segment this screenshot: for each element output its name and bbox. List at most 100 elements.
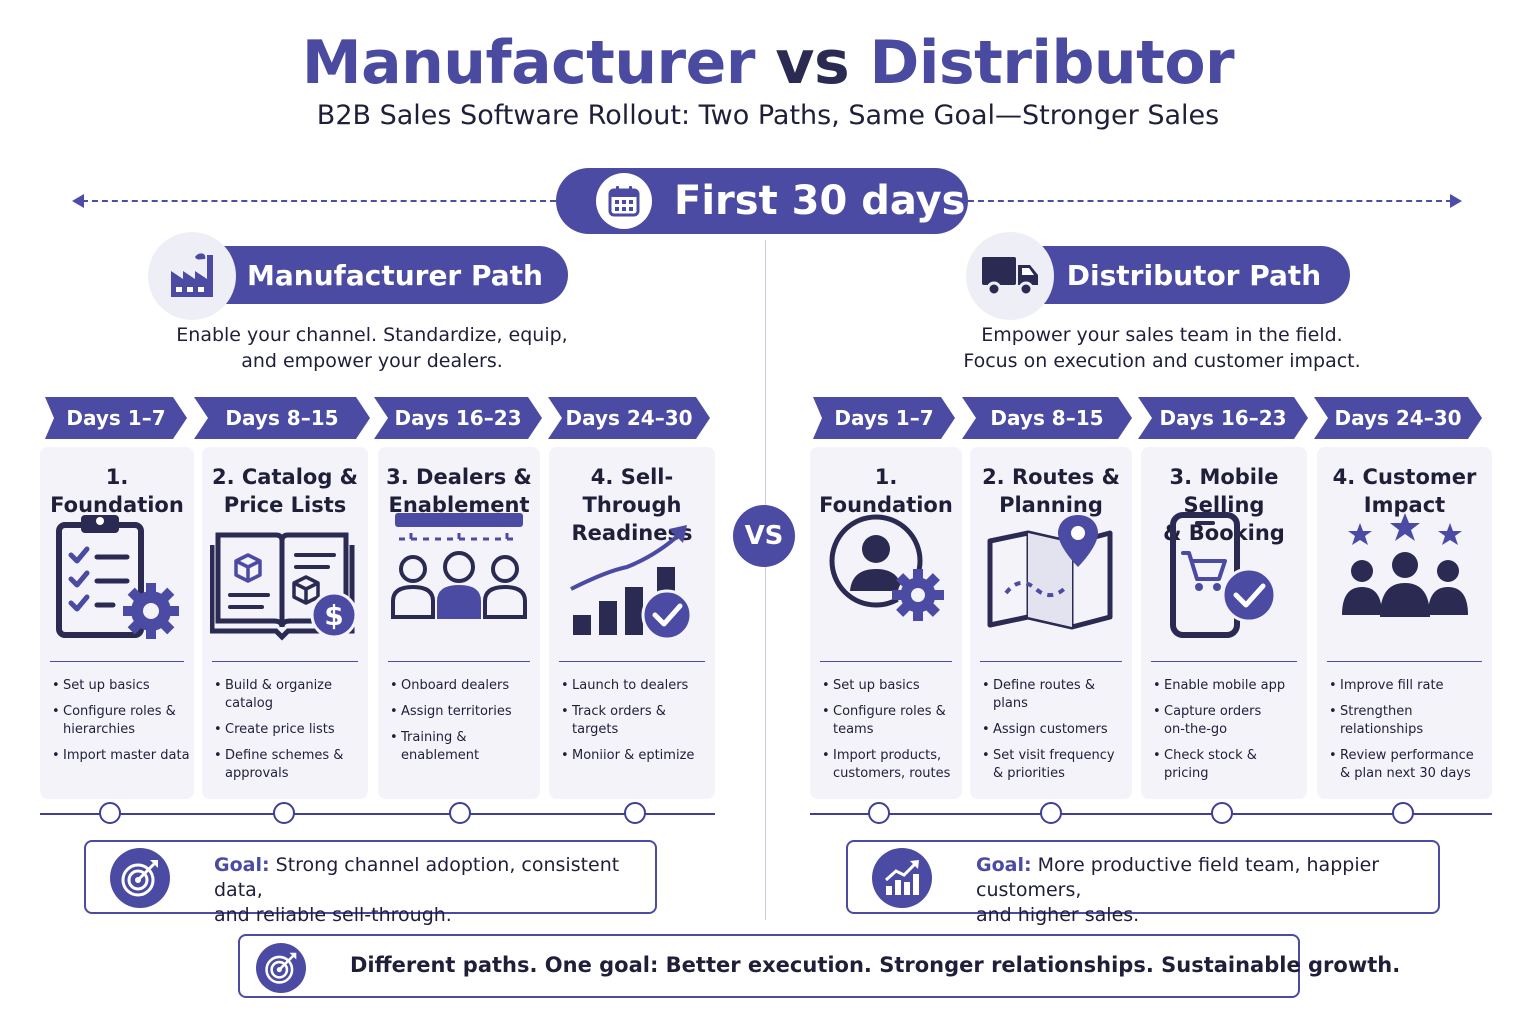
arrow-right-icon	[1450, 194, 1462, 208]
footer-banner: Different paths. One goal: Better execut…	[238, 934, 1400, 998]
list-item: Assign customers	[982, 721, 1128, 739]
list-item: Define schemes &approvals	[214, 747, 364, 783]
card-separator	[50, 661, 184, 662]
manufacturer-phase-4-days: Days 24–30	[548, 397, 710, 439]
customers-stars-icon	[1338, 511, 1472, 627]
phase-items: Define routes & plans Assign customers S…	[982, 677, 1128, 791]
timeline-dot	[1211, 802, 1233, 824]
phase-items: Enable mobile app Capture orderson-the-g…	[1153, 677, 1303, 791]
timeline-dot	[99, 802, 121, 824]
distributor-phase-4-days: Days 24–30	[1314, 397, 1482, 439]
title-distributor: Distributor	[869, 28, 1235, 98]
list-item: Launch to dealers	[561, 677, 711, 695]
manufacturer-description: Enable your channel. Standardize, equip,…	[176, 324, 568, 372]
timeline-dot	[273, 802, 295, 824]
list-item: Define routes & plans	[982, 677, 1128, 713]
phase-items: Onboard dealers Assign territories Train…	[390, 677, 536, 773]
target-icon	[256, 943, 306, 993]
manufacturer-phase-2-card: 2. Catalog &Price Lists $ Build & organi…	[202, 447, 368, 799]
phase-items: Build & organize catalog Create price li…	[214, 677, 364, 791]
list-item: Configure roles &hierarchies	[52, 703, 190, 739]
list-item: Configure roles & teams	[822, 703, 958, 739]
card-separator	[559, 661, 705, 662]
phase-items: Set up basics Configure roles & teams Im…	[822, 677, 958, 791]
phase-title: 4. Sell-Through Readiness	[571, 465, 693, 545]
timeline-dot	[1392, 802, 1414, 824]
center-divider	[765, 240, 766, 920]
phase-title: 2. Catalog & Price Lists	[212, 465, 358, 517]
map-route-icon	[986, 511, 1116, 635]
list-item: Review performance& plan next 30 days	[1329, 747, 1488, 783]
manufacturer-phase-1-card: 1. Foundation	[40, 447, 194, 799]
title-manufacturer: Manufacturer	[301, 28, 756, 98]
phase-title: 1. Foundation	[819, 465, 953, 517]
distributor-phase-1-card: 1. Foundation Set up basics Configure ro…	[810, 447, 962, 799]
distributor-phase-1-days: Days 1–7	[813, 397, 955, 439]
phase-title: 4. Customer Impact	[1332, 465, 1477, 517]
mobile-cart-icon	[1169, 511, 1279, 645]
manufacturer-phase-1-days: Days 1–7	[45, 397, 187, 439]
distributor-phase-3-card: 3. Mobile Selling& Booking Enable mobile…	[1141, 447, 1307, 799]
list-item: Import products,customers, routes	[822, 747, 958, 783]
page-subtitle: B2B Sales Software Rollout: Two Paths, S…	[316, 100, 1220, 131]
manufacturer-phase-3-card: 3. Dealers &Enablement Onboard dealers A…	[378, 447, 540, 799]
user-gear-icon	[826, 511, 946, 625]
list-item: Import master data	[52, 747, 190, 765]
footer-text: Different paths. One goal: Better execut…	[350, 953, 1401, 977]
distributor-goal-box: Goal: More productive field team, happie…	[846, 840, 1440, 926]
manufacturer-phase-2-days: Days 8–15	[194, 397, 370, 439]
growth-chart-check-icon	[567, 511, 697, 645]
card-separator	[820, 661, 952, 662]
list-item: Strengthen relationships	[1329, 703, 1488, 739]
list-item: Check stock & pricing	[1153, 747, 1303, 783]
list-item: Moniior & eptimize	[561, 747, 711, 765]
manufacturer-phase-3-days: Days 16–23	[374, 397, 542, 439]
goal-text: Goal: Strong channel adoption, consisten…	[214, 854, 620, 926]
title-vs: vs	[775, 28, 850, 98]
distributor-timeline	[810, 813, 1492, 815]
manufacturer-path-header: Manufacturer Path	[222, 246, 568, 304]
arrow-left-icon	[72, 194, 84, 208]
card-separator	[388, 661, 530, 662]
distributor-phase-2-card: 2. Routes &Planning Define routes & plan…	[970, 447, 1132, 799]
page-title: Manufacturer vs Distributor	[0, 28, 1536, 98]
goal-text: Goal: More productive field team, happie…	[976, 854, 1380, 926]
growth-icon	[872, 848, 932, 908]
phase-title: 2. Routes & Planning	[982, 465, 1120, 517]
card-separator	[1327, 661, 1482, 662]
distributor-path-header: Distributor Path	[1038, 246, 1350, 304]
truck-icon	[966, 232, 1054, 320]
list-item: Training & enablement	[390, 729, 536, 765]
target-icon	[110, 848, 170, 908]
timeline-label: First 30 days	[674, 178, 966, 224]
phase-items: Set up basics Configure roles &hierarchi…	[52, 677, 190, 773]
phase-items: Launch to dealers Track orders & targets…	[561, 677, 711, 773]
list-item: Assign territories	[390, 703, 536, 721]
list-item: Set up basics	[822, 677, 958, 695]
list-item: Set up basics	[52, 677, 190, 695]
timeline-dot	[449, 802, 471, 824]
vs-badge: VS	[733, 505, 795, 567]
catalog-dollar-icon: $	[209, 511, 360, 645]
list-item: Build & organize catalog	[214, 677, 364, 713]
distributor-phase-2-days: Days 8–15	[962, 397, 1132, 439]
timeline-dot	[868, 802, 890, 824]
card-separator	[1151, 661, 1297, 662]
list-item: Set visit frequency& priorities	[982, 747, 1128, 783]
manufacturer-timeline	[40, 813, 715, 815]
list-item: Create price lists	[214, 721, 364, 739]
phase-title: 1. Foundation	[50, 465, 184, 517]
card-separator	[980, 661, 1122, 662]
list-item: Enable mobile app	[1153, 677, 1303, 695]
list-item: Onboard dealers	[390, 677, 536, 695]
calendar-icon	[596, 173, 652, 229]
timeline-dot	[1040, 802, 1062, 824]
phase-items: Improve fill rate Strengthen relationshi…	[1329, 677, 1488, 791]
first-30-days-pill: First 30 days	[556, 168, 968, 234]
factory-icon	[148, 232, 236, 320]
timeline-dash-left	[82, 200, 556, 202]
distributor-description: Empower your sales team in the field. Fo…	[963, 324, 1361, 372]
